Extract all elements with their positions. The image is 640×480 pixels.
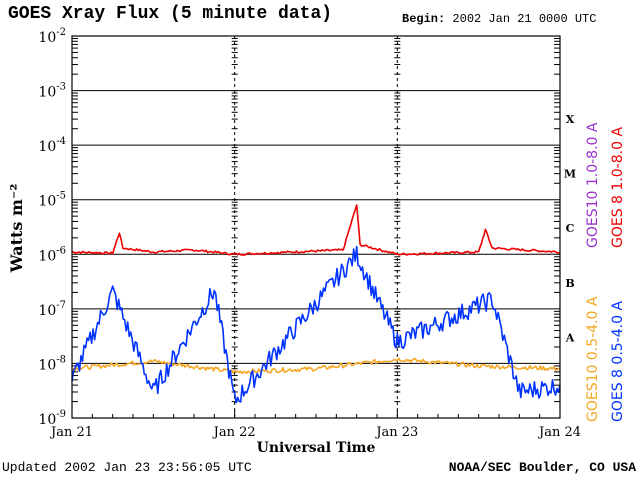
series-line-3 bbox=[71, 245, 561, 404]
legend-goes10-short: GOES10 0.5-4.0 A bbox=[585, 297, 601, 422]
y-tick-label: 10-4 bbox=[38, 136, 66, 155]
legend-goes10-short-label: GOES10 0.5-4.0 A bbox=[585, 296, 601, 422]
x-tick-label: Jan 23 bbox=[374, 425, 418, 440]
x-tick-label: Jan 22 bbox=[212, 425, 256, 440]
credit: NOAA/SEC Boulder, CO USA bbox=[448, 460, 636, 475]
x-axis-label: Universal Time bbox=[257, 440, 376, 456]
chart-title: GOES Xray Flux (5 minute data) bbox=[8, 4, 333, 24]
y-axis-label: Watts m⁻² bbox=[7, 184, 26, 274]
begin-time: Begin: 2002 Jan 21 0000 UTC bbox=[402, 12, 596, 26]
begin-value: 2002 Jan 21 0000 UTC bbox=[452, 12, 597, 26]
legend-goes8-long-label: GOES 8 1.0-8.0 A bbox=[610, 126, 626, 248]
y-tick-label: 10-7 bbox=[38, 300, 66, 319]
series-line-2 bbox=[72, 357, 561, 375]
plot-frame bbox=[71, 35, 561, 419]
y-tick-label: 10-2 bbox=[38, 27, 66, 46]
flare-class-label: X bbox=[566, 113, 575, 126]
legend-goes8-long: GOES 8 1.0-8.0 A bbox=[610, 127, 626, 248]
flare-class-label: M bbox=[564, 168, 576, 181]
y-tick-label: 10-3 bbox=[38, 82, 66, 101]
updated-label: Updated bbox=[2, 460, 57, 475]
updated-timestamp: Updated 2002 Jan 23 23:56:05 UTC bbox=[2, 460, 252, 475]
y-tick-label: 10-6 bbox=[38, 245, 66, 264]
flare-class-label: B bbox=[565, 277, 574, 290]
legend-goes8-short-label: GOES 8 0.5-4.0 A bbox=[610, 300, 626, 422]
series-line-1 bbox=[71, 204, 561, 256]
legend-goes10-long: GOES10 1.0-8.0 A bbox=[585, 123, 601, 248]
flare-class-label: C bbox=[566, 222, 575, 235]
y-tick-label: 10-8 bbox=[38, 354, 66, 373]
legend-goes10-long-label: GOES10 1.0-8.0 A bbox=[585, 122, 601, 248]
y-tick-label: 10-9 bbox=[38, 409, 66, 428]
plot-area bbox=[72, 36, 560, 418]
y-tick-label: 10-5 bbox=[38, 191, 66, 210]
flare-class-label: A bbox=[565, 331, 575, 344]
x-tick-label: Jan 21 bbox=[49, 425, 93, 440]
x-tick-label: Jan 24 bbox=[537, 425, 581, 440]
updated-value: 2002 Jan 23 23:56:05 UTC bbox=[64, 460, 252, 475]
legend-goes8-short: GOES 8 0.5-4.0 A bbox=[610, 301, 626, 422]
begin-label: Begin: bbox=[402, 12, 446, 26]
